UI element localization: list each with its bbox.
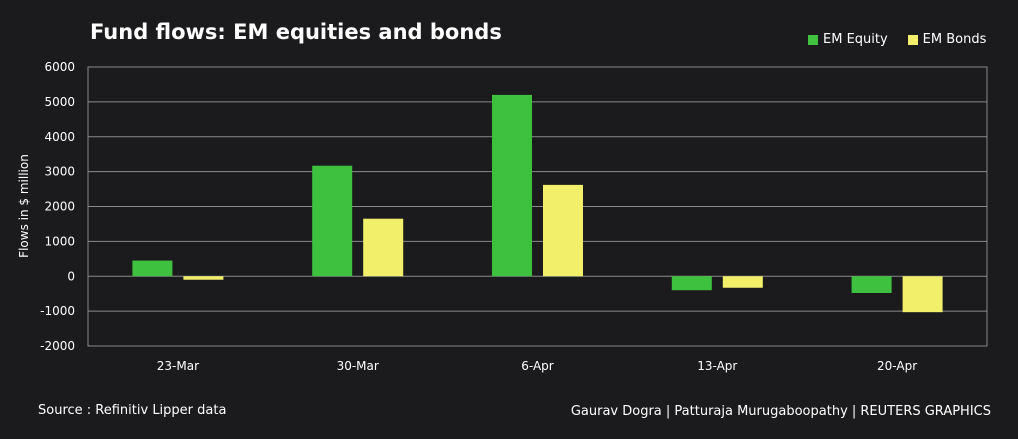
bar-equity [492,94,532,277]
legend-swatch-bonds [907,34,918,45]
y-tick-label: 6000 [44,60,75,74]
y-tick-label: 3000 [44,165,75,179]
y-tick-label: -1000 [40,304,75,318]
legend: EM Equity EM Bonds [808,32,986,47]
x-tick-label: 23-Mar [157,359,199,373]
legend-swatch-equity [808,34,818,45]
y-tick-label: 4000 [44,130,75,144]
legend-item-bonds: EM Bonds [907,32,987,47]
y-tick-label: 5000 [44,95,75,109]
bar-bonds [183,276,224,280]
y-tick-label: 0 [67,269,75,283]
bar-bonds [722,276,763,288]
source-note: Source : Refinitiv Lipper data [38,403,227,418]
bar-equity [312,165,353,277]
y-tick-label: 2000 [44,200,75,214]
plot-frame [87,66,988,347]
x-tick-label: 20-Apr [877,359,917,373]
y-tick-label: 1000 [44,234,75,248]
legend-label-equity: EM Equity [823,32,888,47]
legend-label-bonds: EM Bonds [922,32,987,47]
bar-bonds [902,276,943,313]
bar-equity [671,276,712,291]
x-tick-label: 6-Apr [521,359,554,373]
chart-title: Fund flows: EM equities and bonds [90,20,502,44]
x-tick-label: 13-Apr [697,359,737,373]
bar-bonds [363,218,404,277]
y-tick-label: -2000 [40,339,75,353]
credit-note: Gaurav Dogra | Patturaja Murugaboopathy … [570,404,991,419]
bar-bonds [543,184,583,277]
bar-equity [851,276,892,293]
x-tick-label: 30-Mar [337,359,379,373]
legend-item-equity: EM Equity [808,32,888,47]
bar-equity [132,260,173,277]
